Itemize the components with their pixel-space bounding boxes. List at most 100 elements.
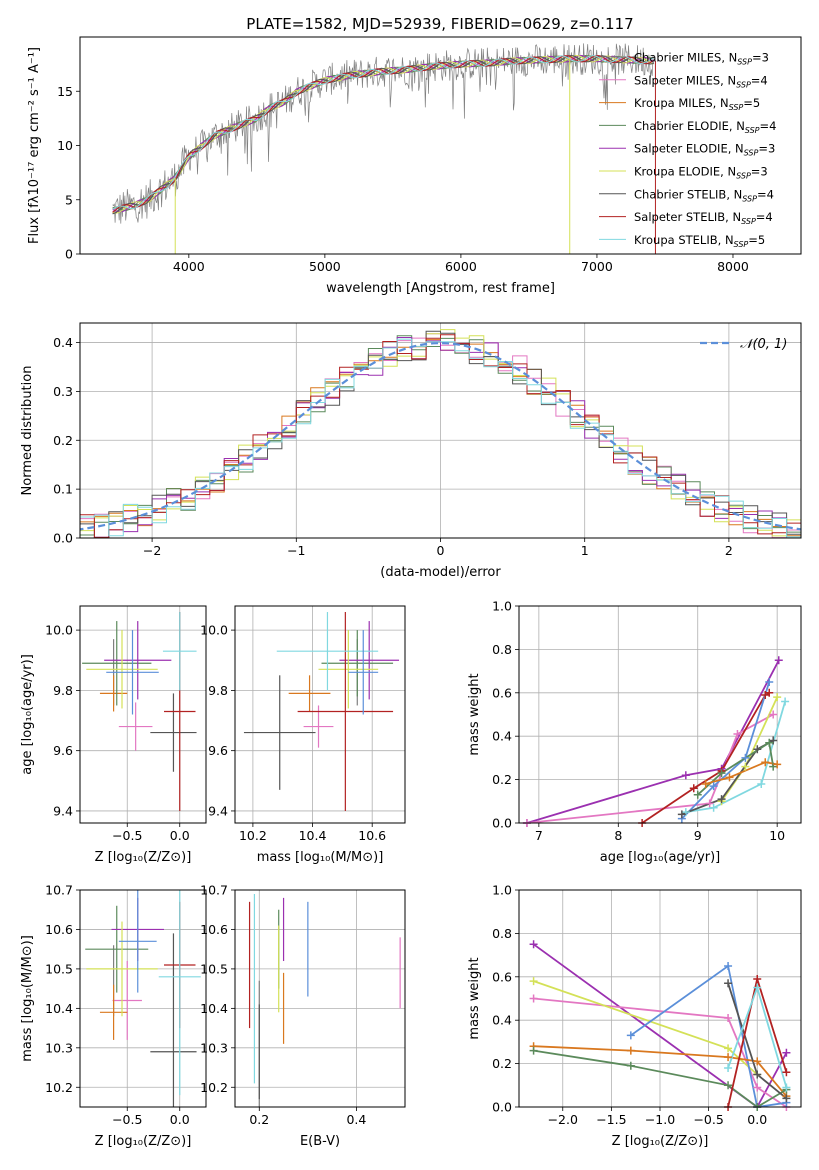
- series-marker-kroupa-elodie: [724, 1044, 733, 1053]
- series-marker-salpeter-miles: [705, 799, 714, 808]
- legend-n: N: [729, 51, 738, 65]
- plot-area: [80, 323, 801, 538]
- y-tick-label: 10.3: [45, 1040, 73, 1055]
- plot-area: [235, 606, 405, 823]
- chart-residuals: −2 −1 0 1 2 0.0 0.1 0.2 0.3 0.4 (data-model)/error…: [20, 322, 802, 580]
- legend-subscript: SSP: [729, 103, 744, 112]
- y-tick-label: 10.7: [45, 883, 73, 898]
- y-tick-label: 0.6: [492, 685, 512, 700]
- series-marker-chabrier-elodie: [765, 738, 774, 747]
- y-tick-label: 0.0: [492, 1100, 512, 1115]
- axes-frame: [234, 889, 406, 1108]
- y-tick-label: 0.8: [492, 642, 512, 657]
- legend-n: N: [732, 210, 741, 224]
- x-axis-label: (data-model)/error: [380, 565, 501, 580]
- legend-nssp-value: =4: [751, 73, 768, 87]
- x-tick-label: −1.0: [645, 1112, 675, 1127]
- y-tick-label: 5: [65, 192, 73, 207]
- series-marker-kroupa-elodie: [773, 693, 782, 702]
- series-marker-kroupa-miles: [753, 1057, 762, 1066]
- legend-subscript: SSP: [737, 58, 752, 67]
- x-tick-label: −0.5: [693, 1112, 723, 1127]
- axes-frame: [518, 889, 802, 1108]
- legend-nssp-value: =4: [760, 119, 777, 133]
- axes-frame: [79, 36, 802, 255]
- legend-label-salpeter-elodie: Salpeter ELODIE, NSSP=3: [634, 142, 775, 158]
- y-tick-label: 0.8: [492, 926, 512, 941]
- x-axis-label: Z [log₁₀(Z/Z⊙)]: [95, 1134, 192, 1149]
- series-line-gauss: [681, 681, 771, 820]
- x-axis-label: age [log₁₀(age/yr)]: [600, 850, 721, 865]
- y-tick-label: 10.6: [200, 922, 228, 937]
- legend-subscript: SSP: [745, 126, 760, 135]
- series-marker-kroupa-stelib: [782, 1083, 791, 1092]
- series-marker-kroupa-miles: [701, 779, 710, 788]
- series-marker-salpeter-miles: [769, 710, 778, 719]
- axes-frame: [518, 605, 802, 824]
- legend-nssp-value: =3: [752, 51, 769, 65]
- chart-mass_weight_vs_Z: −2.0 −1.5 −1.0 −0.5 0.0 0.0 0.2 0.4 0.6 0.8 1.0 Z […: [467, 883, 802, 1149]
- series-marker-chabrier-elodie: [529, 1046, 538, 1055]
- series-line-salpeter-elodie: [533, 943, 788, 1107]
- x-tick-label: 10.2: [239, 828, 267, 843]
- series-line-kroupa-elodie: [533, 980, 758, 1076]
- series-marker-kroupa-stelib: [757, 779, 766, 788]
- y-tick-label: 0: [65, 247, 73, 262]
- chart-mass_vs_Z: −0.5 0.0 10.2 10.3 10.4 10.5 10.6 10.7 Z [log₁₀(…: [20, 883, 207, 1149]
- series-marker-chabrier-stelib: [753, 745, 762, 754]
- legend-nssp-value: =3: [751, 165, 768, 179]
- x-tick-label: 4000: [173, 259, 205, 274]
- series-marker-salpeter-stelib: [753, 974, 762, 983]
- x-tick-label: −0.5: [112, 828, 142, 843]
- y-tick-label: 0.0: [492, 816, 512, 831]
- series-marker-kroupa-miles: [725, 773, 734, 782]
- legend-label-salpeter-miles: Salpeter MILES, NSSP=4: [634, 73, 768, 89]
- y-tick-label: 0.4: [492, 729, 512, 744]
- x-tick-label: 7000: [581, 259, 613, 274]
- series-marker-salpeter-elodie: [782, 1048, 791, 1057]
- y-tick-label: 0.2: [492, 772, 512, 787]
- series-marker-chabrier-elodie: [693, 790, 702, 799]
- series-marker-chabrier-stelib: [677, 810, 686, 819]
- y-tick-label: 10.6: [45, 922, 73, 937]
- legend-label-kroupa-stelib: Kroupa STELIB, NSSP=5: [634, 233, 765, 249]
- y-tick-label: 10.4: [200, 1001, 228, 1016]
- y-tick-label: 10.7: [200, 883, 228, 898]
- axes-frame: [79, 605, 207, 824]
- y-axis-label: Normed distribution: [20, 366, 35, 496]
- plot-area: [235, 890, 405, 1107]
- chart-spectrum: 4000 5000 6000 7000 8000 0 5 10 15 wavelength [An…: [27, 36, 802, 296]
- y-tick-label: 10: [57, 138, 73, 153]
- series-marker-kroupa-miles: [773, 760, 782, 769]
- series-marker-chabrier-stelib: [753, 1070, 762, 1079]
- y-tick-label: 10.4: [45, 1001, 73, 1016]
- x-axis-label: mass [log₁₀(M/M⊙)]: [257, 850, 384, 865]
- x-tick-label: 1: [581, 543, 589, 558]
- series-marker-salpeter-miles: [733, 730, 742, 739]
- series-marker-salpeter-stelib: [765, 688, 774, 697]
- plot-area: [80, 606, 206, 823]
- legend-nssp-value: =4: [757, 187, 774, 201]
- y-axis-label: mass weight: [467, 673, 482, 755]
- legend-label-kroupa-elodie: Kroupa ELODIE, NSSP=3: [634, 165, 768, 181]
- series-marker-gauss: [626, 1031, 635, 1040]
- y-tick-label: 9.6: [53, 743, 73, 758]
- series-marker-salpeter-stelib: [689, 784, 698, 793]
- y-tick-label: 0.2: [53, 433, 73, 448]
- y-axis-label: Flux [fλ10⁻¹⁷ erg cm⁻² s⁻¹ A⁻¹]: [27, 47, 42, 244]
- series-marker-chabrier-stelib: [717, 795, 726, 804]
- series-marker-salpeter-elodie: [529, 940, 538, 949]
- x-tick-label: 0.0: [170, 1112, 190, 1127]
- x-tick-label: 10.4: [299, 828, 327, 843]
- y-tick-label: 9.8: [208, 683, 228, 698]
- legend-n: N: [727, 73, 736, 87]
- series-marker-salpeter-elodie: [774, 656, 783, 665]
- legend-nssp-value: =3: [758, 142, 775, 156]
- series-marker-salpeter-miles: [724, 1014, 733, 1023]
- axes-frame: [79, 889, 207, 1108]
- series-line-gauss: [630, 964, 787, 1107]
- legend-n: N: [720, 96, 729, 110]
- x-tick-label: −1: [287, 543, 305, 558]
- plot-area: [519, 606, 801, 823]
- model-line-kroupa-stelib: [112, 54, 654, 210]
